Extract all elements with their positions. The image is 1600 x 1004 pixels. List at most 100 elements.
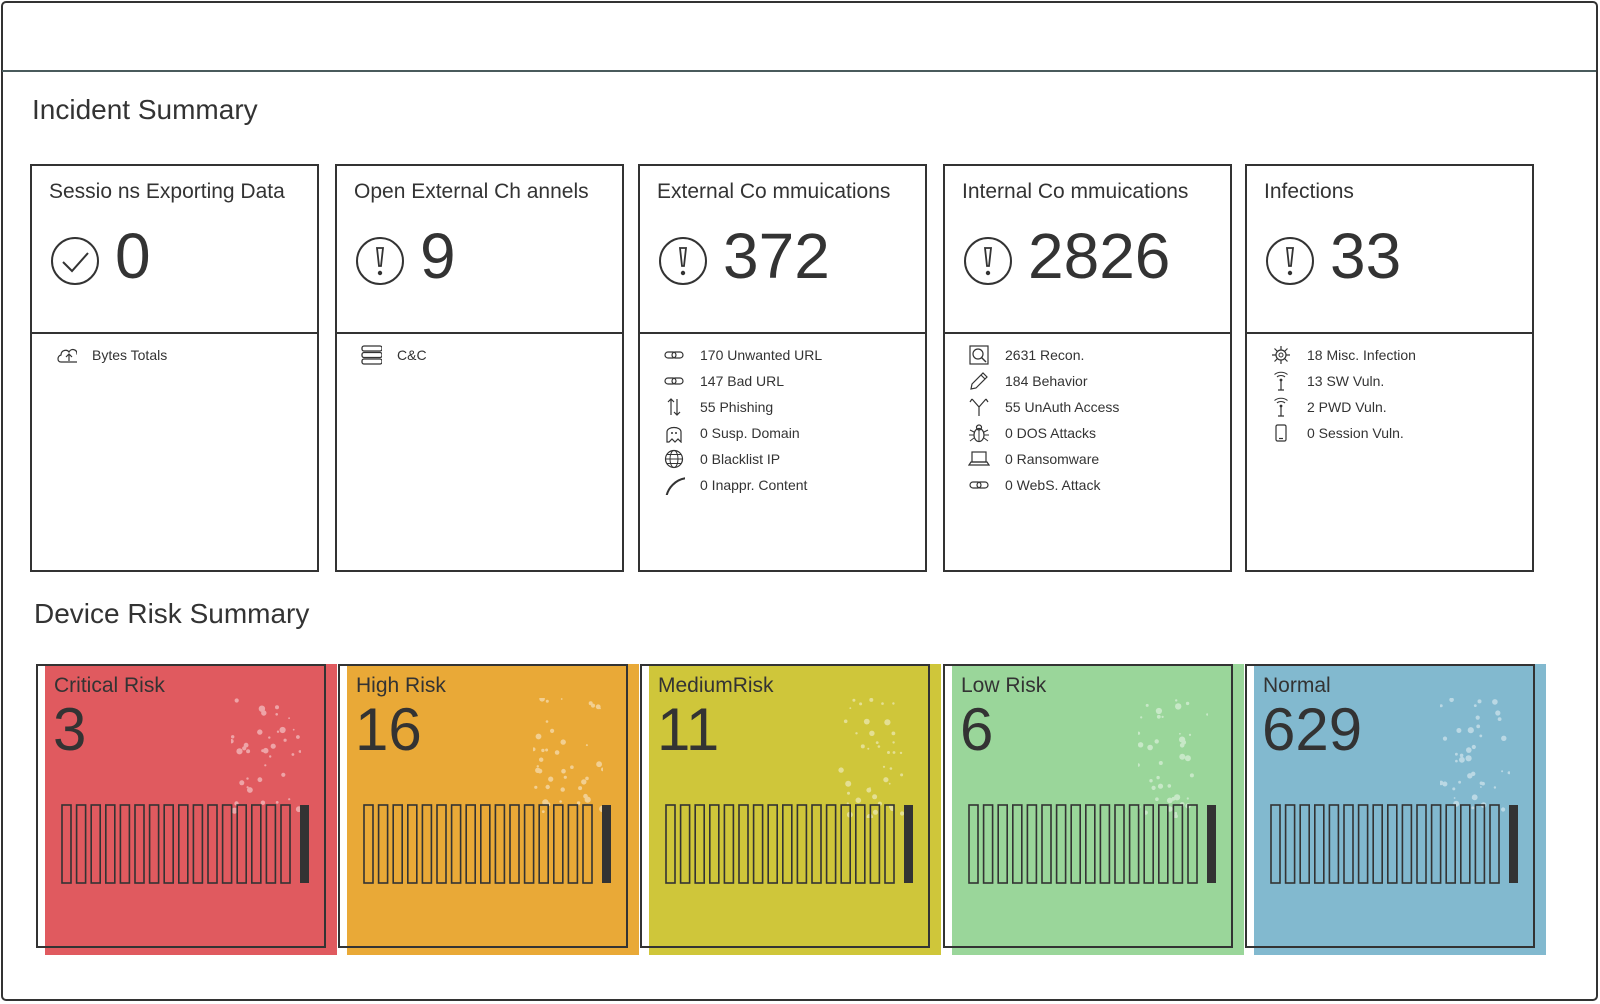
risk-bar-outline [178,804,189,884]
ghost-icon [662,422,686,444]
incident-card-header: External Co mmuications 372 [640,166,925,334]
list-item[interactable]: 0 Blacklist IP [662,446,822,472]
list-item[interactable]: 0 Session Vuln. [1269,420,1416,446]
risk-bar-outline [1445,804,1456,884]
list-item-label: 0 Blacklist IP [700,451,781,467]
risk-bar-outline [280,804,291,884]
list-item[interactable]: 13 SW Vuln. [1269,368,1416,394]
risk-bar-outline [1172,804,1184,884]
list-item-label: 0 Inappr. Content [700,477,808,493]
list-item[interactable]: 2 PWD Vuln. [1269,394,1416,420]
laptop-icon [967,448,991,470]
incident-card-list: 2631 Recon. 184 Behavior 55 UnAuth Access 0… [967,342,1119,498]
incident-card[interactable]: Internal Co mmuications 2826 2631 Recon. 18… [943,164,1232,572]
risk-bar-outline [782,804,793,884]
risk-card[interactable]: High Risk 16 [347,664,639,955]
list-item[interactable]: 2631 Recon. [967,342,1119,368]
risk-bar-outline [694,804,706,884]
risk-bar-outline [855,804,866,884]
list-item[interactable]: 55 Phishing [662,394,822,420]
top-bar [2,2,1596,72]
list-item[interactable]: C&C [359,342,427,368]
server-stack-icon [359,344,383,366]
risk-bar-outline [480,804,491,884]
incident-card-title: Open External Ch annels [354,180,589,203]
incident-card[interactable]: Infections 33 18 Misc. Infection 13 SW Vuln… [1245,164,1534,572]
risk-bar-outline [265,804,277,884]
list-item[interactable]: 170 Unwanted URL [662,342,822,368]
risk-level-bars [61,804,309,884]
list-item[interactable]: 55 UnAuth Access [967,394,1119,420]
risk-card-label: MediumRisk [658,674,774,697]
incident-card-title: Infections [1264,180,1354,203]
list-item[interactable]: 0 WebS. Attack [967,472,1119,498]
list-item[interactable]: 0 Susp. Domain [662,420,822,446]
list-item[interactable]: Bytes Totals [54,342,167,368]
texture-decoration [838,698,905,818]
incident-card[interactable]: Open External Ch annels 9 C&C [335,164,624,572]
risk-bar-outline [163,804,174,884]
search-doc-icon [967,344,991,366]
risk-card[interactable]: Low Risk 6 [952,664,1244,955]
risk-bar-outline [406,804,418,884]
risk-card-count: 11 [657,696,720,763]
virus-icon [1269,344,1293,366]
list-item[interactable]: 0 Inappr. Content [662,472,822,498]
risk-bar-outline [1099,804,1111,884]
risk-bar-filled [1509,805,1518,883]
list-item-label: 18 Misc. Infection [1307,347,1416,363]
risk-bar-outline [1474,804,1486,884]
risk-bar-outline [1460,804,1471,884]
risk-bar-outline [61,804,72,884]
list-item[interactable]: 147 Bad URL [662,368,822,394]
list-item-label: 13 SW Vuln. [1307,373,1385,389]
risk-bar-outline [665,804,676,884]
risk-bar-outline [1158,804,1169,884]
risk-bar-outline [207,804,218,884]
incident-card-title: Internal Co mmuications [962,180,1189,203]
list-item[interactable]: 0 DOS Attacks [967,420,1119,446]
risk-card[interactable]: Critical Risk 3 [45,664,337,955]
risk-bar-outline [363,804,374,884]
risk-card[interactable]: Normal 629 [1254,664,1546,955]
texture-decoration [533,698,603,813]
list-item-label: 0 Session Vuln. [1307,425,1404,441]
list-item[interactable]: 18 Misc. Infection [1269,342,1416,368]
risk-bar-outline [1055,804,1067,884]
risk-bar-outline [968,804,979,884]
risk-bar-outline [1387,804,1398,884]
risk-bar-outline [679,804,691,884]
risk-bar-outline [1085,804,1096,884]
risk-bar-outline [1026,804,1038,884]
texture-decoration [231,698,301,814]
risk-bar-outline [1299,804,1311,884]
texture-decoration [1440,698,1510,812]
list-item[interactable]: 184 Behavior [967,368,1119,394]
risk-bar-outline [465,804,476,884]
texture-decoration [1138,699,1208,818]
device-risk-summary-title: Device Risk Summary [34,598,310,629]
risk-bar-outline [509,804,520,884]
risk-card-label: Normal [1263,674,1331,697]
risk-card-label: High Risk [356,674,446,697]
risk-card-label: Critical Risk [54,674,165,697]
list-item-label: 0 Susp. Domain [700,425,800,441]
incident-card[interactable]: Sessio ns Exporting Data 0 Bytes Totals [30,164,319,572]
risk-bar-outline [236,804,247,884]
risk-card[interactable]: MediumRisk 11 [649,664,941,955]
incident-summary-title: Incident Summary [32,94,258,125]
risk-bar-outline [1401,804,1413,884]
risk-bar-outline [1143,804,1154,884]
risk-bar-outline [1357,804,1369,884]
incident-card[interactable]: External Co mmuications 372 170 Unwanted U… [638,164,927,572]
risk-bar-outline [192,804,204,884]
list-item-label: 55 UnAuth Access [1005,399,1120,415]
branch-icon [967,396,991,418]
alert-circle-icon [354,235,406,287]
risk-bar-outline [982,804,994,884]
risk-card-count: 629 [1262,696,1363,763]
risk-bar-outline [1128,804,1140,884]
risk-bar-outline [421,804,433,884]
list-item[interactable]: 0 Ransomware [967,446,1119,472]
